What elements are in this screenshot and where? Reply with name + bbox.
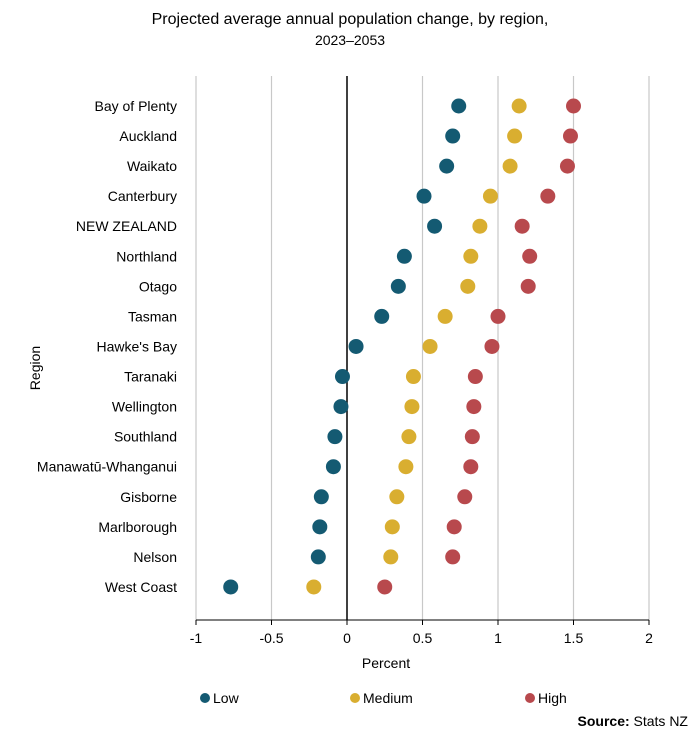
category-label-tasman: Tasman [128, 308, 177, 324]
point-medium-taranaki [405, 369, 421, 385]
point-medium-northland [463, 248, 479, 264]
chart-plot: -1 -0.5 0 0.5 1 1.5 2 Bay of Plenty Auckland Waik… [37, 76, 653, 646]
point-medium-tasman [437, 308, 453, 324]
legend-label-high: High [538, 690, 567, 706]
category-label-marlborough: Marlborough [98, 519, 177, 535]
point-medium-wellington [404, 399, 420, 415]
chart-title: Projected average annual population chan… [151, 11, 549, 28]
category-label-west-coast: West Coast [105, 579, 177, 595]
point-low-auckland [445, 128, 461, 144]
point-medium-otago [460, 278, 476, 294]
category-label-new-zealand: NEW ZEALAND [76, 218, 177, 234]
point-high-nelson [445, 549, 461, 565]
point-low-northland [396, 248, 412, 264]
x-tick-label-1: -0.5 [259, 630, 283, 646]
point-high-tasman [490, 308, 506, 324]
point-low-marlborough [312, 519, 328, 535]
point-low-hawke-s-bay [348, 338, 364, 354]
legend-marker-low [200, 693, 210, 703]
category-label-otago: Otago [139, 278, 177, 294]
category-label-canterbury: Canterbury [108, 188, 177, 204]
legend-item-low: Low [200, 690, 239, 706]
point-high-auckland [562, 128, 578, 144]
legend-label-medium: Medium [363, 690, 413, 706]
x-axis-label: Percent [361, 655, 411, 671]
category-label-nelson: Nelson [133, 549, 177, 565]
chart-subtitle: 2023–2053 [314, 32, 386, 48]
category-label-northland: Northland [116, 248, 177, 264]
point-low-tasman [374, 308, 390, 324]
category-label-auckland: Auckland [119, 128, 177, 144]
category-label-taranaki: Taranaki [124, 369, 177, 385]
category-label-waikato: Waikato [127, 158, 177, 174]
point-medium-waikato [502, 158, 518, 174]
legend-marker-high [525, 693, 535, 703]
point-medium-marlborough [384, 519, 400, 535]
point-low-gisborne [313, 489, 329, 505]
legend-marker-medium [350, 693, 360, 703]
point-high-bay-of-plenty [566, 98, 581, 114]
point-low-wellington [333, 399, 349, 415]
category-label-wellington: Wellington [112, 399, 177, 415]
point-medium-southland [401, 429, 417, 445]
point-medium-nelson [383, 549, 399, 565]
point-low-manawat-whanganui [325, 459, 341, 475]
source-note: Source: Stats NZ [578, 713, 688, 729]
category-label-hawke-s-bay: Hawke's Bay [97, 338, 177, 354]
point-low-waikato [439, 158, 455, 174]
point-high-marlborough [446, 519, 462, 535]
legend: Low Medium High [0, 690, 700, 708]
point-low-nelson [310, 549, 326, 565]
x-tick-label-2: 0 [343, 630, 351, 646]
point-low-west-coast [223, 579, 239, 595]
point-medium-new-zealand [472, 218, 488, 234]
point-high-manawat-whanganui [463, 459, 479, 475]
x-tick-label-4: 1 [494, 630, 502, 646]
point-medium-manawat-whanganui [398, 459, 414, 475]
point-low-otago [390, 278, 406, 294]
point-medium-hawke-s-bay [422, 338, 438, 354]
point-high-southland [464, 429, 480, 445]
x-tick-label-3: 0.5 [413, 630, 433, 646]
category-label-gisborne: Gisborne [120, 489, 177, 505]
point-low-taranaki [334, 369, 350, 385]
category-label-manawat-whanganui: Manawatū-Whanganui [37, 459, 177, 475]
point-high-waikato [559, 158, 575, 174]
source-label: Source: [577, 713, 630, 729]
point-high-gisborne [457, 489, 473, 505]
point-high-taranaki [467, 369, 483, 385]
point-high-northland [522, 248, 538, 264]
point-medium-canterbury [482, 188, 498, 204]
category-label-bay-of-plenty: Bay of Plenty [95, 98, 178, 114]
point-high-hawke-s-bay [484, 338, 500, 354]
point-high-new-zealand [514, 218, 530, 234]
category-label-southland: Southland [114, 429, 177, 445]
point-low-bay-of-plenty [451, 98, 467, 114]
point-medium-auckland [507, 128, 523, 144]
point-medium-bay-of-plenty [511, 98, 527, 114]
point-high-otago [520, 278, 536, 294]
point-low-canterbury [416, 188, 432, 204]
y-axis-label: Region [27, 345, 43, 391]
point-low-southland [327, 429, 343, 445]
x-tick-label-5: 1.5 [564, 630, 584, 646]
point-medium-gisborne [389, 489, 405, 505]
x-tick-label-0: -1 [190, 630, 203, 646]
legend-label-low: Low [213, 690, 239, 706]
source-text: Stats NZ [633, 713, 688, 729]
x-tick-label-6: 2 [645, 630, 653, 646]
point-high-canterbury [540, 188, 556, 204]
point-low-new-zealand [427, 218, 443, 234]
point-high-wellington [466, 399, 482, 415]
legend-item-high: High [525, 690, 567, 706]
point-high-west-coast [377, 579, 393, 595]
legend-item-medium: Medium [350, 690, 413, 706]
point-medium-west-coast [306, 579, 322, 595]
